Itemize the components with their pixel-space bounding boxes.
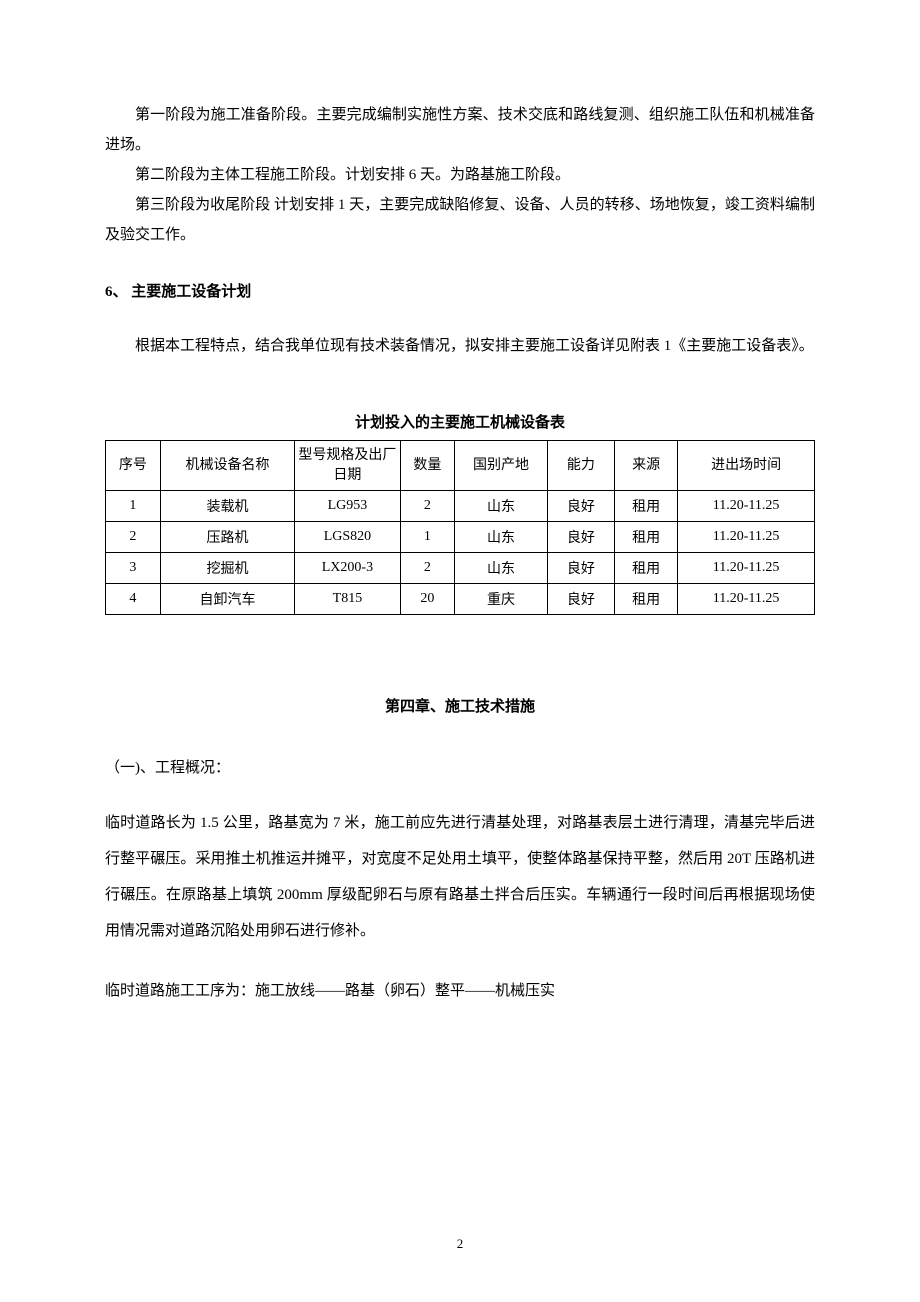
td-cap: 良好: [547, 522, 614, 553]
td-src: 租用: [615, 522, 678, 553]
td-qty: 2: [400, 491, 455, 522]
th-qty: 数量: [400, 441, 455, 491]
td-time: 11.20-11.25: [678, 584, 815, 615]
th-name: 机械设备名称: [160, 441, 295, 491]
td-cap: 良好: [547, 491, 614, 522]
table-header-row: 序号 机械设备名称 型号规格及出厂日期 数量 国别产地 能力 来源 进出场时间: [106, 441, 815, 491]
td-origin: 山东: [455, 553, 548, 584]
td-model: T815: [295, 584, 400, 615]
td-src: 租用: [615, 553, 678, 584]
td-qty: 1: [400, 522, 455, 553]
th-cap: 能力: [547, 441, 614, 491]
equipment-table: 序号 机械设备名称 型号规格及出厂日期 数量 国别产地 能力 来源 进出场时间 …: [105, 440, 815, 615]
chapter-4-title: 第四章、施工技术措施: [105, 695, 815, 716]
td-name: 压路机: [160, 522, 295, 553]
th-src: 来源: [615, 441, 678, 491]
td-name: 自卸汽车: [160, 584, 295, 615]
table-row: 3 挖掘机 LX200-3 2 山东 良好 租用 11.20-11.25: [106, 553, 815, 584]
td-origin: 山东: [455, 491, 548, 522]
page-number: 2: [0, 1236, 920, 1252]
td-model: LX200-3: [295, 553, 400, 584]
table-row: 4 自卸汽车 T815 20 重庆 良好 租用 11.20-11.25: [106, 584, 815, 615]
section-heading-6: 6、 主要施工设备计划: [105, 280, 815, 301]
td-cap: 良好: [547, 584, 614, 615]
td-seq: 4: [106, 584, 161, 615]
th-time: 进出场时间: [678, 441, 815, 491]
td-qty: 20: [400, 584, 455, 615]
td-model: LG953: [295, 491, 400, 522]
td-origin: 重庆: [455, 584, 548, 615]
project-overview-para-2: 临时道路施工工序为：施工放线——路基（卵石）整平——机械压实: [105, 973, 815, 1009]
paragraph-phase-2: 第二阶段为主体工程施工阶段。计划安排 6 天。为路基施工阶段。: [105, 160, 815, 190]
td-time: 11.20-11.25: [678, 522, 815, 553]
td-name: 挖掘机: [160, 553, 295, 584]
table-title: 计划投入的主要施工机械设备表: [105, 411, 815, 432]
subsection-1-heading: （一)、工程概况：: [105, 756, 815, 777]
td-qty: 2: [400, 553, 455, 584]
project-overview-para-1: 临时道路长为 1.5 公里，路基宽为 7 米，施工前应先进行清基处理，对路基表层…: [105, 805, 815, 949]
td-seq: 3: [106, 553, 161, 584]
td-model: LGS820: [295, 522, 400, 553]
th-origin: 国别产地: [455, 441, 548, 491]
td-time: 11.20-11.25: [678, 553, 815, 584]
table-row: 2 压路机 LGS820 1 山东 良好 租用 11.20-11.25: [106, 522, 815, 553]
td-name: 装载机: [160, 491, 295, 522]
th-model: 型号规格及出厂日期: [295, 441, 400, 491]
th-seq: 序号: [106, 441, 161, 491]
td-seq: 1: [106, 491, 161, 522]
paragraph-equipment-intro: 根据本工程特点，结合我单位现有技术装备情况，拟安排主要施工设备详见附表 1《主要…: [105, 331, 815, 361]
table-row: 1 装载机 LG953 2 山东 良好 租用 11.20-11.25: [106, 491, 815, 522]
td-time: 11.20-11.25: [678, 491, 815, 522]
td-src: 租用: [615, 584, 678, 615]
td-seq: 2: [106, 522, 161, 553]
paragraph-phase-3: 第三阶段为收尾阶段 计划安排 1 天，主要完成缺陷修复、设备、人员的转移、场地恢…: [105, 190, 815, 250]
td-cap: 良好: [547, 553, 614, 584]
td-origin: 山东: [455, 522, 548, 553]
td-src: 租用: [615, 491, 678, 522]
paragraph-phase-1: 第一阶段为施工准备阶段。主要完成编制实施性方案、技术交底和路线复测、组织施工队伍…: [105, 100, 815, 160]
